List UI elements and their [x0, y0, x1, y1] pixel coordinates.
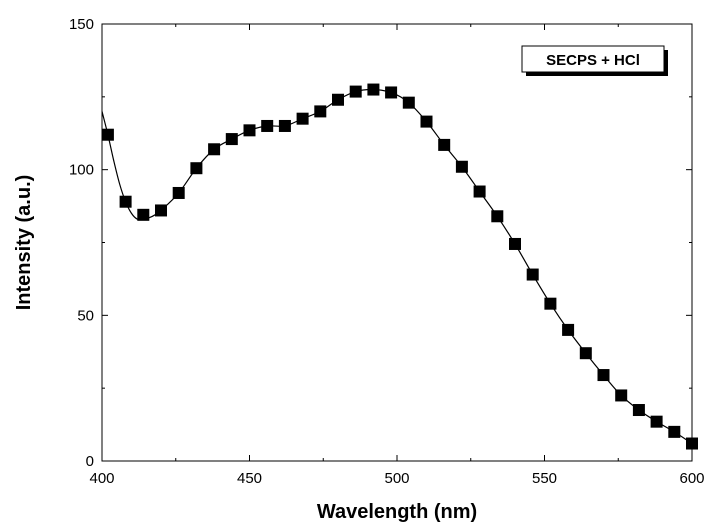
y-tick-label: 150	[69, 16, 94, 33]
data-point-marker	[544, 297, 557, 310]
data-point-marker	[261, 119, 274, 132]
data-point-marker	[615, 389, 628, 402]
y-tick-label: 100	[69, 162, 94, 179]
data-point-marker	[562, 323, 575, 336]
x-tick-label: 450	[237, 470, 262, 487]
data-point-marker	[190, 162, 203, 175]
data-point-marker	[296, 112, 309, 125]
data-point-marker	[509, 237, 521, 250]
x-tick-label: 600	[679, 470, 704, 487]
data-point-marker	[119, 195, 132, 208]
data-point-marker	[526, 268, 539, 281]
data-point-marker	[101, 128, 114, 141]
data-point-marker	[438, 138, 451, 151]
data-point-marker	[332, 93, 344, 106]
data-point-marker	[632, 404, 645, 417]
y-tick-label: 50	[77, 307, 94, 324]
data-point-marker	[668, 425, 681, 438]
x-axis-ticks: 400 450 500 550 600	[89, 24, 705, 487]
data-point-marker	[367, 83, 380, 96]
y-axis-ticks: 0 50 100 150	[69, 16, 692, 470]
data-point-marker	[420, 115, 433, 128]
data-point-marker	[278, 119, 291, 132]
series-markers	[101, 83, 698, 450]
data-point-marker	[579, 347, 592, 360]
data-point-marker	[349, 85, 362, 98]
x-tick-label: 550	[532, 470, 557, 487]
data-point-marker	[137, 208, 150, 221]
x-tick-label: 500	[384, 470, 409, 487]
data-point-marker	[225, 133, 238, 146]
data-point-marker	[455, 160, 468, 173]
data-point-marker	[473, 185, 486, 198]
data-point-marker	[208, 143, 221, 156]
data-point-marker	[402, 96, 415, 109]
data-point-marker	[491, 210, 504, 223]
data-point-marker	[385, 86, 398, 99]
x-axis-title: Wavelength (nm)	[317, 501, 477, 523]
data-point-marker	[155, 204, 167, 217]
data-point-marker	[686, 437, 698, 450]
data-point-marker	[172, 186, 185, 199]
series-curve	[101, 88, 693, 445]
data-point-marker	[597, 369, 610, 382]
legend-box	[521, 45, 665, 73]
data-point-marker	[314, 105, 327, 118]
y-axis-title: Intensity (a.u.)	[13, 175, 35, 311]
legend: SECPS + HCl	[521, 45, 668, 76]
data-point-marker	[650, 415, 663, 428]
y-tick-label: 0	[86, 453, 94, 470]
data-point-marker	[243, 124, 256, 137]
legend-label: SECPS + HCl	[546, 52, 640, 69]
x-tick-label: 400	[89, 470, 114, 487]
